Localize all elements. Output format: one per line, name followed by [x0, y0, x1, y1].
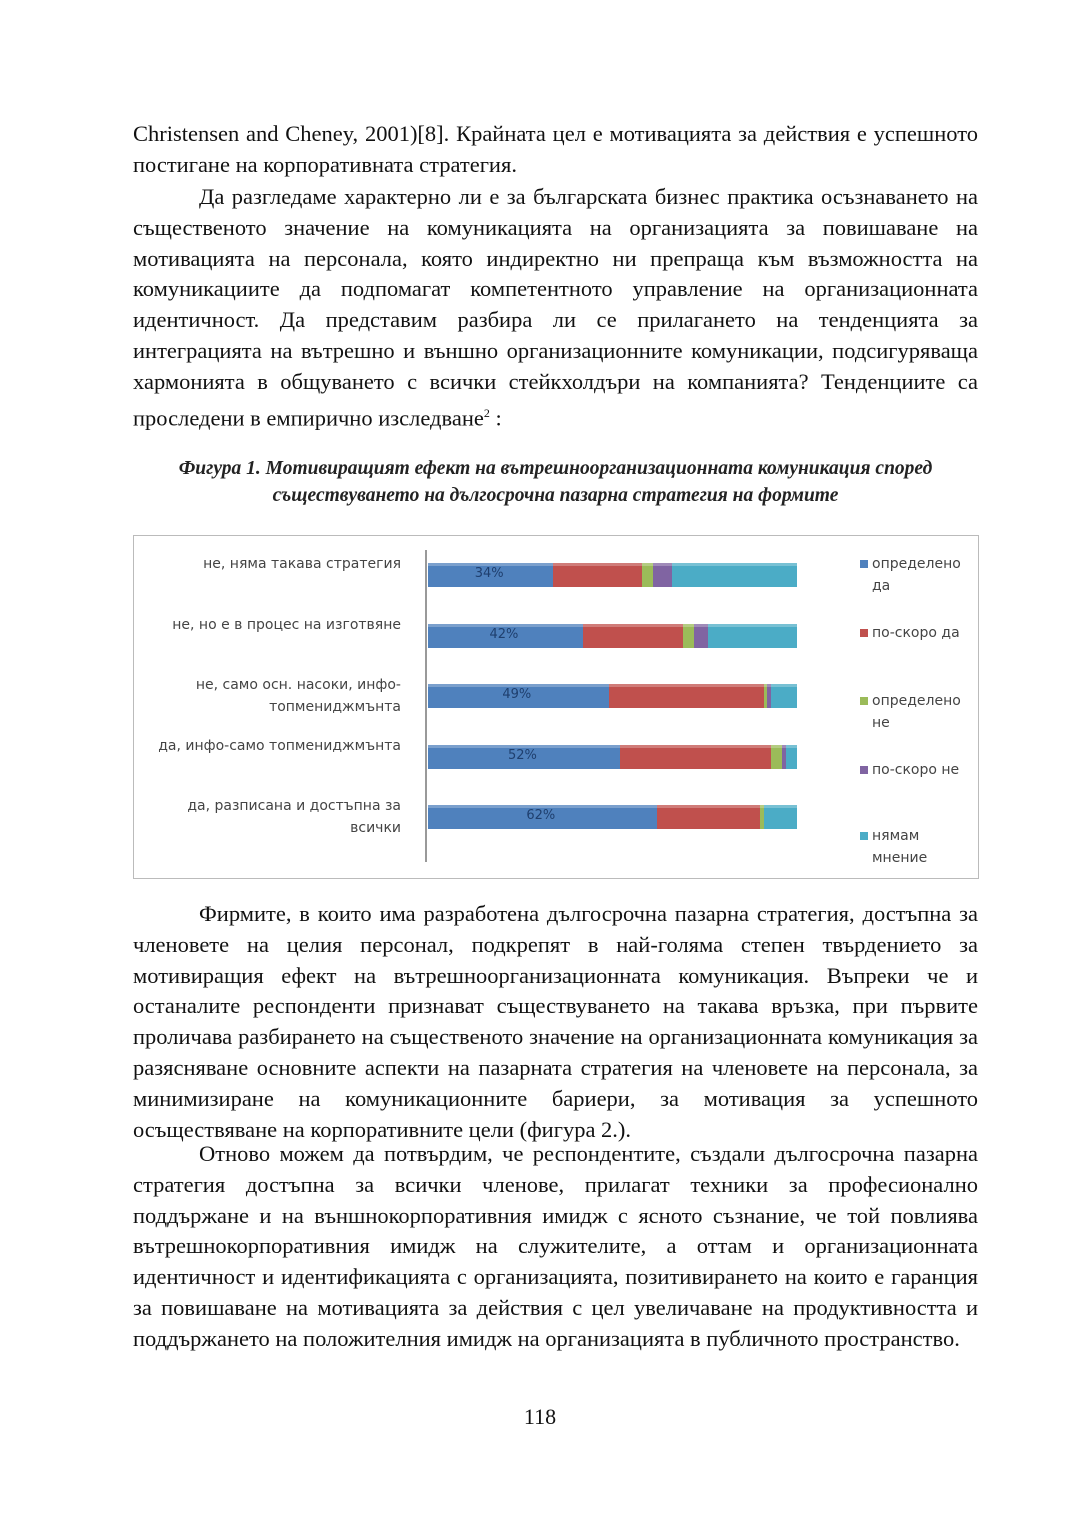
paragraph-text: Да разгледаме характерно ли е за българс… [133, 184, 978, 431]
data-label: 52% [507, 748, 537, 763]
axis-line [425, 550, 427, 862]
paragraph: Фирмите, в които има разработена дългоср… [133, 901, 978, 1142]
bar-segment [553, 563, 642, 587]
legend-swatch [860, 560, 868, 568]
bar-segment [782, 745, 786, 769]
category-label: не, няма такава стратегия [203, 556, 401, 572]
bar-segment [428, 684, 609, 708]
bar-segment [760, 805, 764, 829]
legend-swatch [860, 697, 868, 705]
legend-row: по-скоро не [860, 759, 972, 781]
legend-item: по-скоро не [860, 759, 972, 781]
legend-label: нямам мнение [872, 828, 928, 866]
legend-row: определено не [860, 690, 972, 734]
legend-label: по-скоро да [872, 625, 960, 641]
category-label: не, само осн. насоки, инфо-топмениджмънт… [195, 677, 401, 715]
category-label: не, но е в процес на изготвяне [172, 617, 401, 633]
bar-segment [682, 624, 694, 648]
bar-segment [428, 805, 657, 829]
data-label: 49% [502, 687, 532, 702]
legend-item: нямам мнение [860, 825, 972, 869]
figure-caption-text: Мотивиращият ефект на вътрешноорганизаци… [265, 458, 933, 506]
footnote-ref: 2 [483, 405, 490, 420]
bar-segment [653, 563, 672, 587]
legend-swatch [860, 629, 868, 637]
bar-segment [693, 624, 709, 648]
category-label: да, инфо-само топмениджмънта [158, 738, 401, 754]
legend-swatch [860, 766, 868, 774]
bar-segment [763, 684, 768, 708]
legend-swatch [860, 832, 868, 840]
bar-segment [608, 684, 764, 708]
page-number: 118 [523, 1404, 557, 1429]
bar-segment [619, 745, 772, 769]
bar-segment [428, 624, 583, 648]
legend-row: по-скоро да [860, 622, 972, 644]
figure-label: Фигура 1. [178, 458, 261, 479]
paragraph: Да разгледаме характерно ли е за българс… [133, 182, 978, 434]
bar-segment [582, 624, 683, 648]
figure-caption: Фигура 1. Мотивиращият ефект на вътрешно… [133, 455, 978, 509]
legend-label: по-скоро не [872, 762, 960, 778]
legend-item: по-скоро да [860, 622, 972, 644]
data-label: 34% [474, 566, 504, 581]
bar-segment [767, 684, 772, 708]
legend-label: определено не [872, 693, 961, 731]
bar-segment [771, 684, 797, 708]
category-label: да, разписана и достъпна за всички [187, 798, 401, 836]
bar-segment [771, 745, 783, 769]
bar-segment [708, 624, 797, 648]
legend-item: определено да [860, 553, 972, 597]
paragraph: Отново можем да потвърдим, че респондент… [133, 1141, 978, 1351]
bar-segment [671, 563, 797, 587]
paragraph-tail: : [489, 405, 502, 431]
bar-segment [642, 563, 654, 587]
data-label: 62% [526, 808, 556, 823]
chart: не, няма такава стратегия 34% не, но е в п… [133, 535, 979, 879]
legend-item: определено не [860, 690, 972, 734]
legend-row: определено да [860, 553, 972, 597]
bar-segment [428, 563, 554, 587]
bar-segment [785, 745, 797, 769]
bar-segment [656, 805, 761, 829]
legend-row: нямам мнение [860, 825, 972, 869]
data-label: 42% [489, 627, 519, 642]
bar-segment [763, 805, 797, 829]
legend-label: определено да [872, 556, 961, 594]
bar-segment [428, 745, 620, 769]
paragraph: Christensen and Cheney, 2001)[8]. Крайна… [133, 121, 978, 177]
